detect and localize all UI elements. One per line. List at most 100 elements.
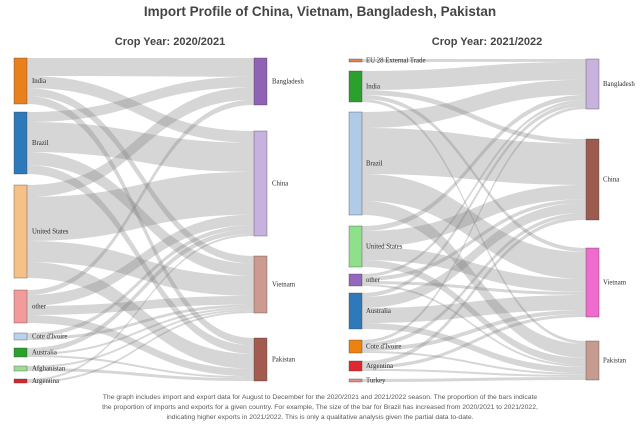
subtitle-crop-year-2020-2021: Crop Year: 2020/2021 — [114, 36, 226, 48]
node-label-australia: Australia — [32, 350, 57, 357]
sankey-link-brazil-to-china — [362, 128, 586, 185]
sankey-link-australia-to-pakistan — [362, 323, 586, 373]
sankey-link-argentina-to-china — [27, 234, 254, 381]
sankey-link-india-to-bangladesh — [362, 61, 586, 90]
sankey-link-australia-to-china — [362, 202, 586, 308]
sankey-node-china — [585, 138, 600, 221]
sankey-link-brazil-to-vietnam — [27, 152, 254, 276]
sankey-link-united-states-to-bangladesh — [27, 87, 254, 197]
node-label-cote-d-ivoire: Cote d'Ivoire — [366, 344, 401, 351]
sankey-node-pakistan — [585, 340, 600, 381]
sankey-link-turkey-to-pakistan — [362, 377, 586, 382]
sankey-link-united-states-to-china — [362, 184, 586, 247]
sankey-node-argentina — [348, 360, 363, 372]
node-label-bangladesh: Bangladesh — [603, 81, 635, 88]
sankey-node-cote-d-ivoire — [348, 339, 363, 354]
sankey-link-argentina-to-china — [362, 216, 586, 366]
sankey-link-other-to-bangladesh — [362, 99, 586, 277]
sankey-link-india-to-vietnam — [27, 88, 254, 264]
sankey-link-other-to-pakistan — [27, 315, 254, 377]
sankey-node-argentina — [13, 378, 28, 384]
sankey-link-cote-d-ivoire-to-china — [362, 212, 586, 347]
node-label-eu-28-external-trade: EU 28 External Trade — [366, 58, 425, 65]
page-title: Import Profile of China, Vietnam, Bangla… — [143, 4, 497, 19]
sankey-node-cote-d-ivoire — [13, 332, 28, 341]
sankey-link-other-to-vietnam — [27, 295, 254, 315]
node-label-vietnam: Vietnam — [603, 280, 627, 287]
node-label-india: India — [366, 84, 380, 91]
sankey-node-china — [253, 130, 268, 237]
sankey-link-eu-28-external-trade-to-bangladesh — [362, 59, 586, 62]
sankey-link-other-to-vietnam — [362, 281, 586, 295]
sankey-node-india — [13, 57, 28, 105]
node-label-bangladesh: Bangladesh — [272, 79, 304, 86]
node-label-other: other — [366, 277, 381, 284]
sankey-link-cote-d-ivoire-to-vietnam — [362, 310, 586, 351]
sankey-link-argentina-to-vietnam — [27, 311, 254, 383]
sankey-link-india-to-china — [27, 76, 254, 143]
sankey-link-united-states-to-vietnam — [27, 241, 254, 296]
sankey-link-australia-to-vietnam — [362, 295, 586, 323]
sankey-link-united-states-to-pakistan — [27, 262, 254, 369]
sankey-link-united-states-to-pakistan — [362, 260, 586, 365]
sankey-link-other-to-china — [362, 199, 586, 281]
node-label-brazil: Brazil — [32, 140, 49, 147]
node-label-china: China — [603, 177, 619, 184]
sankey-diagram-2020-2021: India Brazil United States other Cote d'Ivoi… — [13, 57, 304, 385]
sankey-link-india-to-pakistan — [362, 99, 586, 344]
sankey-diagram-2021-2022: EU 28 External Trade India Brazil United St… — [348, 58, 635, 385]
node-label-argentina: Argentina — [366, 363, 393, 370]
sankey-node-united-states — [348, 225, 363, 268]
sankey-node-india — [348, 70, 363, 103]
sankey-link-brazil-to-pakistan — [27, 165, 254, 354]
sankey-node-eu-28-external-trade — [348, 58, 363, 63]
node-label-australia: Australia — [366, 308, 391, 315]
sankey-node-other — [13, 289, 28, 324]
sankey-link-united-states-to-vietnam — [362, 247, 586, 292]
sankey-node-vietnam — [585, 247, 600, 318]
sankey-link-cote-d-ivoire-to-bangladesh — [362, 106, 586, 343]
sankey-node-bangladesh — [253, 57, 268, 106]
sankey-link-argentina-to-pakistan — [362, 368, 586, 377]
node-label-vietnam: Vietnam — [272, 282, 296, 289]
sankey-link-cote-d-ivoire-to-vietnam — [27, 304, 254, 340]
sankey-link-united-states-to-china — [27, 171, 254, 241]
node-label-brazil: Brazil — [366, 161, 383, 168]
sankey-link-brazil-to-bangladesh — [362, 79, 586, 128]
sankey-link-india-to-vietnam — [362, 95, 586, 252]
sankey-link-afghanistan-to-pakistan — [27, 368, 254, 381]
node-label-cote-d-ivoire: Cote d'Ivoire — [32, 334, 67, 341]
sankey-node-vietnam — [253, 255, 268, 314]
sankey-link-india-to-bangladesh — [27, 58, 254, 77]
node-label-pakistan: Pakistan — [603, 358, 627, 365]
sankey-link-other-to-pakistan — [362, 284, 586, 367]
sankey-link-other-to-bangladesh — [27, 99, 254, 296]
node-label-turkey: Turkey — [366, 378, 386, 385]
sankey-link-brazil-to-pakistan — [362, 201, 586, 358]
sankey-link-australia-to-china — [27, 229, 254, 353]
sankey-link-australia-to-pakistan — [27, 355, 254, 379]
sankey-node-turkey — [348, 378, 363, 383]
sankey-link-cote-d-ivoire-to-china — [27, 225, 254, 337]
sankey-node-bangladesh — [585, 58, 600, 110]
sankey-link-brazil-to-vietnam — [362, 174, 586, 279]
sankey-link-australia-to-bangladesh — [362, 102, 586, 297]
sankey-node-brazil — [348, 111, 363, 216]
subtitle-crop-year-2021-2022: Crop Year: 2021/2022 — [431, 36, 543, 48]
node-label-india: India — [32, 78, 46, 85]
node-label-afghanistan: Afghanistan — [32, 366, 66, 373]
node-label-china: China — [272, 181, 288, 188]
sankey-link-brazil-to-china — [27, 122, 254, 172]
sankey-node-australia — [348, 292, 363, 330]
sankey-node-other — [348, 273, 363, 287]
sankey-link-other-to-china — [27, 214, 254, 306]
node-label-pakistan: Pakistan — [272, 357, 296, 364]
node-label-united-states: United States — [32, 229, 69, 236]
sankey-link-afghanistan-to-vietnam — [27, 309, 254, 368]
sankey-link-india-to-pakistan — [27, 96, 254, 346]
sankey-node-brazil — [13, 111, 28, 175]
node-label-argentina: Argentina — [32, 378, 59, 385]
sankey-link-cote-d-ivoire-to-pakistan — [362, 351, 586, 375]
sankey-node-united-states — [13, 184, 28, 279]
sankey-link-australia-to-vietnam — [27, 307, 254, 355]
